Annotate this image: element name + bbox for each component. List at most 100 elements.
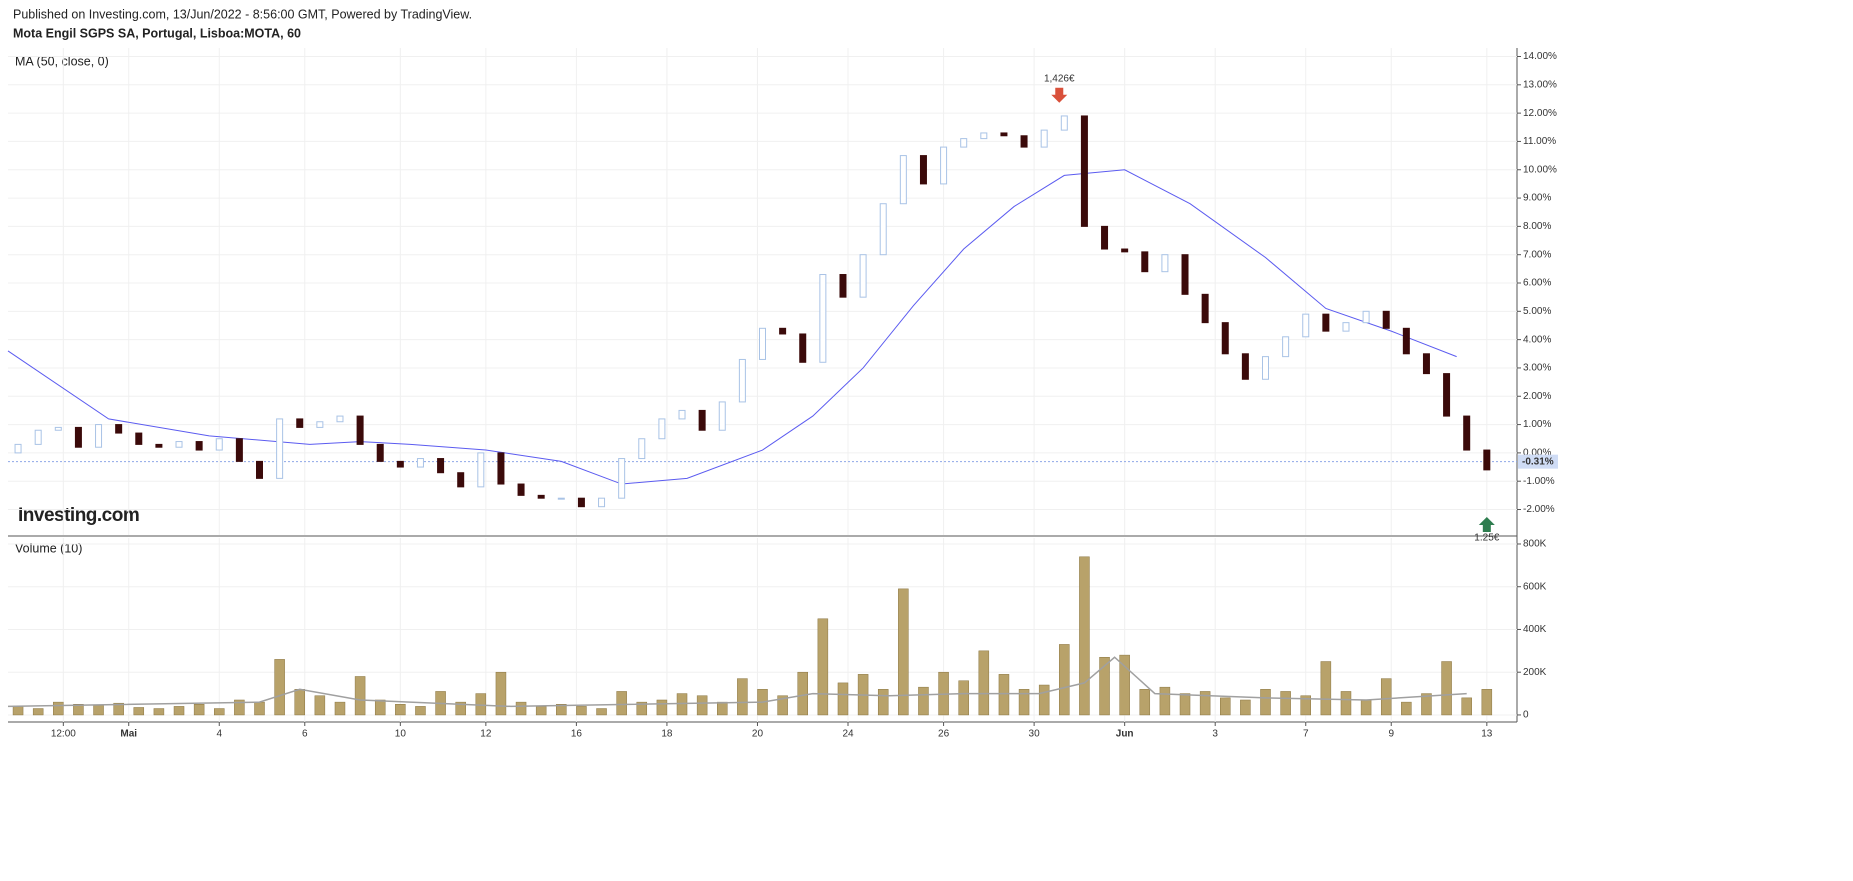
volume-bar [193,704,205,716]
volume-bar [1481,689,1493,716]
volume-bar [455,701,466,716]
volume-bar [1240,699,1251,716]
y-tick-label: 8.00% [1523,221,1551,232]
candle [1483,449,1491,471]
volume-bar [696,695,708,716]
x-tick-label: Jun [1116,729,1134,740]
volume-bar [12,706,24,716]
last-value-box [1518,454,1558,469]
candle [135,432,143,445]
volume-bar [1380,678,1392,716]
candle [799,333,807,363]
candle [34,429,42,445]
candle [1101,225,1109,250]
candle [155,443,163,448]
candle [376,443,384,462]
volume-bar [1401,701,1412,716]
candle [759,327,766,360]
published-note: Published on Investing.com, 13/Jun/2022 … [13,7,472,21]
candle [557,497,565,500]
candle [598,497,606,508]
y-tick-label: 13.00% [1523,79,1557,90]
volume-bar [354,676,366,716]
candle [235,438,243,462]
volume-bar [1199,691,1211,716]
volume-bar [1018,689,1030,716]
y-tick-label: 4.00% [1523,334,1551,345]
volume-bar [495,671,507,716]
volume-bar [395,704,406,716]
candle [1121,248,1129,253]
volume-bar [1099,656,1110,716]
candle [517,483,525,496]
candle [738,358,746,403]
candle [859,254,867,298]
candle [316,421,324,428]
volume-bar [415,706,426,716]
volume-bar [153,708,165,716]
y-tick-label: 10.00% [1523,164,1557,175]
candle [718,401,726,431]
y-tick-label: 200K [1523,667,1547,678]
volume-bar [314,695,326,716]
x-tick-label: 9 [1388,729,1394,740]
candle [1302,313,1310,338]
volume-bar [113,702,124,716]
candle [1020,135,1028,148]
candle [919,155,927,185]
candle [115,424,123,434]
candle [95,424,103,448]
volume-bar [717,701,728,716]
x-tick-label: 7 [1303,729,1309,740]
candle [296,418,304,428]
candle [1181,254,1189,295]
candle [678,409,686,420]
volume-bar [1260,689,1271,716]
candle [356,415,364,445]
volume-bar [214,708,225,716]
y-tick-label: 12.00% [1523,108,1557,119]
y-tick-label: -1.00% [1523,476,1555,487]
x-tick-label: 3 [1212,729,1218,740]
candle [396,460,404,468]
x-tick-label: 30 [1029,729,1041,740]
volume-bar [596,708,607,716]
volume-bar [1320,661,1332,716]
candle [175,441,183,448]
candle [1443,373,1451,417]
candle [618,458,626,499]
volume-bar [173,706,185,716]
volume-bar [274,659,285,716]
volume-bar [737,678,748,716]
candle [74,426,82,448]
volume-label: Volume (10) [15,541,82,555]
volume-bar [234,699,245,716]
x-tick-label: 24 [842,729,854,740]
volume-bar [1360,699,1372,716]
volume-bar [576,706,587,716]
candle [1080,115,1088,227]
candle [1161,254,1169,273]
y-tick-label: 6.00% [1523,278,1551,289]
volume-bar [133,707,145,716]
x-tick-label: Mai [120,729,137,740]
y-tick-label: 800K [1523,539,1547,550]
y-tick-label: 14.00% [1523,51,1557,62]
candle [1342,322,1350,332]
volume-bar [93,705,104,716]
volume-bar [1220,697,1231,716]
candle [276,418,284,479]
candle [1040,129,1048,148]
y-tick-label: 2.00% [1523,391,1551,402]
volume-bar [636,701,648,716]
x-tick-label: 12 [480,729,492,740]
chart-title: Mota Engil SGPS SA, Portugal, Lisboa:MOT… [13,26,301,40]
volume-bar [998,674,1010,716]
high-label: 1,426€ [1044,73,1075,84]
candle [839,274,847,298]
candle [437,458,445,474]
y-tick-label: 9.00% [1523,193,1551,204]
x-tick-label: 18 [661,729,673,740]
volume-bar [777,695,788,716]
volume-bar [797,671,808,716]
